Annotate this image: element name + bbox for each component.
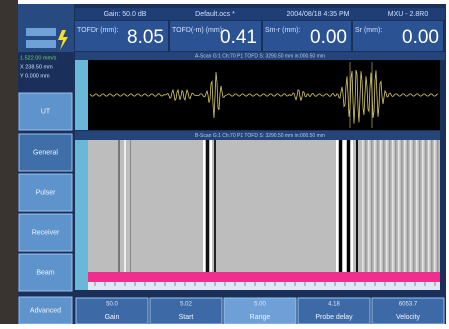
bscan-noise [428, 140, 430, 272]
reading-value: 0.41 [220, 27, 257, 48]
reading-label: TOFD(-m) (mm): [172, 27, 224, 34]
device-screen: Gain: 50.0 dB Default.ocs * 2004/08/18 4… [0, 0, 449, 324]
ascan-ruler [75, 60, 88, 130]
bscan-noise [362, 140, 364, 272]
ascan-plot [88, 60, 440, 130]
menu-label[interactable]: Pulser [36, 189, 57, 196]
frame [0, 0, 18, 324]
bscan-band [203, 140, 205, 272]
bscan-noise [407, 140, 409, 272]
bscan-noise [386, 140, 388, 272]
param-value[interactable]: 4.18 [328, 302, 340, 308]
reading-label: Sm-r (mm): [265, 27, 300, 34]
bscan-noise [434, 140, 436, 272]
param-value[interactable]: 5.00 [254, 302, 266, 308]
bscan-band [210, 140, 212, 272]
param-label[interactable]: Gain [105, 314, 120, 321]
ascan-header: A-Scan G:1 Ch:70 P1 TOFD S: 3290.50 mm i… [195, 53, 325, 59]
info-line: 1.522.00 mm/s [20, 55, 57, 61]
bscan-band [124, 140, 126, 272]
bscan-header: B-Scan G:1 Ch:70 P1 TOFD S: 3290.50 mm i… [195, 133, 325, 139]
menu-label[interactable]: Beam [36, 269, 54, 276]
param-value[interactable]: 6053.7 [399, 302, 418, 308]
bscan-band [347, 140, 350, 272]
bscan-noise [422, 140, 424, 272]
bscan-noise [380, 140, 382, 272]
bscan-noise [383, 140, 385, 272]
menu-label[interactable]: General [33, 149, 58, 156]
info-line: Y 0.000 mm [20, 73, 50, 79]
bscan-band [206, 140, 209, 272]
menu-label[interactable]: Advanced [30, 307, 61, 314]
reading-value: 0.00 [402, 27, 439, 48]
bscan-noise [398, 140, 400, 272]
bscan-noise [365, 140, 367, 272]
bscan-noise [377, 140, 379, 272]
bscan-noise [374, 140, 376, 272]
param-label[interactable]: Start [179, 314, 194, 321]
status-model: MXU - 2.8R0 [388, 11, 429, 18]
bscan-band [118, 140, 120, 272]
param-label[interactable]: Probe delay [315, 314, 353, 321]
reading-value: 0.00 [310, 27, 347, 48]
bscan-ruler [75, 140, 88, 290]
page: Gain: 50.0 dB Default.ocs * 2004/08/18 4… [0, 0, 449, 324]
param-value[interactable]: 5.02 [180, 302, 192, 308]
param-label[interactable]: Range [250, 314, 271, 321]
battery-icon [26, 40, 56, 48]
battery-icon [26, 28, 56, 36]
bscan-noise [389, 140, 391, 272]
bscan-noise [404, 140, 406, 272]
bscan-noise [437, 140, 439, 272]
param-label[interactable]: Velocity [396, 314, 421, 321]
bscan-noise [410, 140, 412, 272]
bscan-band [356, 140, 358, 272]
info-line: X 238.50 mm [20, 64, 53, 70]
bscan-noise [416, 140, 418, 272]
bscan-noise [371, 140, 373, 272]
reading-value: 8.05 [127, 27, 164, 48]
status-gain: Gain: 50.0 dB [104, 11, 147, 18]
scan-ruler [88, 282, 440, 290]
right-edge [440, 60, 445, 290]
bscan-band [339, 140, 342, 272]
bscan-noise [401, 140, 403, 272]
bscan-band [130, 140, 131, 272]
bscan-noise [419, 140, 421, 272]
encoder-bar [88, 272, 440, 282]
bscan-noise [413, 140, 415, 272]
status-datetime: 2004/08/18 4:35 PM [286, 11, 349, 18]
bscan-noise [395, 140, 397, 272]
bscan-noise [368, 140, 370, 272]
param-value[interactable]: 50.0 [106, 302, 118, 308]
bscan-noise [392, 140, 394, 272]
status-file: Default.ocs * [195, 11, 235, 18]
bscan-band [351, 140, 353, 272]
menu-label[interactable]: Receiver [32, 229, 60, 236]
reading-label: TOFDr (mm): [77, 27, 119, 34]
bscan-noise [425, 140, 427, 272]
bscan-band [343, 140, 346, 272]
bscan-band [214, 140, 216, 272]
menu-label[interactable]: UT [41, 108, 51, 115]
bscan-noise [431, 140, 433, 272]
bscan-band [336, 140, 338, 272]
reading-label: Sr (mm): [355, 27, 382, 34]
